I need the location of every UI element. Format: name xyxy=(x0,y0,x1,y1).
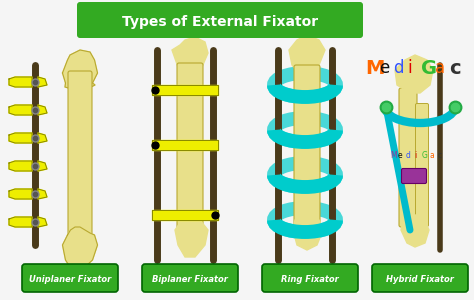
Text: Ring Fixator: Ring Fixator xyxy=(281,274,339,284)
Polygon shape xyxy=(38,161,47,171)
Polygon shape xyxy=(38,189,47,199)
Polygon shape xyxy=(38,105,47,115)
Text: c: c xyxy=(438,151,442,160)
Text: d: d xyxy=(406,151,411,160)
FancyBboxPatch shape xyxy=(177,63,203,232)
Polygon shape xyxy=(175,217,208,257)
FancyBboxPatch shape xyxy=(68,71,92,245)
FancyBboxPatch shape xyxy=(372,264,468,292)
Text: e: e xyxy=(398,151,402,160)
Polygon shape xyxy=(9,217,32,227)
Polygon shape xyxy=(152,140,218,150)
Polygon shape xyxy=(9,161,32,171)
Polygon shape xyxy=(289,35,325,77)
Polygon shape xyxy=(63,50,98,90)
Polygon shape xyxy=(395,55,433,93)
Text: a: a xyxy=(435,59,445,77)
Text: M: M xyxy=(365,58,384,77)
Text: Types of External Fixator: Types of External Fixator xyxy=(122,15,318,29)
Polygon shape xyxy=(9,133,32,143)
Polygon shape xyxy=(152,210,218,220)
FancyBboxPatch shape xyxy=(142,264,238,292)
FancyBboxPatch shape xyxy=(77,2,363,38)
Text: i: i xyxy=(414,151,416,160)
Polygon shape xyxy=(63,227,98,267)
Polygon shape xyxy=(152,85,218,95)
Text: d: d xyxy=(393,59,403,77)
Text: e: e xyxy=(379,59,389,77)
Polygon shape xyxy=(9,77,32,87)
Polygon shape xyxy=(38,133,47,143)
Text: c: c xyxy=(449,58,461,77)
Polygon shape xyxy=(172,37,208,75)
Polygon shape xyxy=(38,217,47,227)
Polygon shape xyxy=(293,215,323,250)
Text: Uniplaner Fixator: Uniplaner Fixator xyxy=(29,274,111,284)
Polygon shape xyxy=(401,215,429,247)
Text: G: G xyxy=(422,151,428,160)
FancyBboxPatch shape xyxy=(22,264,118,292)
Text: Biplaner Fixator: Biplaner Fixator xyxy=(152,274,228,284)
Polygon shape xyxy=(38,77,47,87)
Polygon shape xyxy=(9,105,32,115)
Text: Hybrid Fixator: Hybrid Fixator xyxy=(386,274,454,284)
FancyBboxPatch shape xyxy=(262,264,358,292)
Text: G: G xyxy=(421,58,437,77)
FancyBboxPatch shape xyxy=(294,65,320,229)
Polygon shape xyxy=(9,189,32,199)
FancyBboxPatch shape xyxy=(399,88,417,227)
FancyBboxPatch shape xyxy=(401,169,427,184)
Text: M: M xyxy=(390,151,397,160)
Text: a: a xyxy=(430,151,435,160)
FancyBboxPatch shape xyxy=(416,103,428,226)
Text: i: i xyxy=(407,59,411,77)
